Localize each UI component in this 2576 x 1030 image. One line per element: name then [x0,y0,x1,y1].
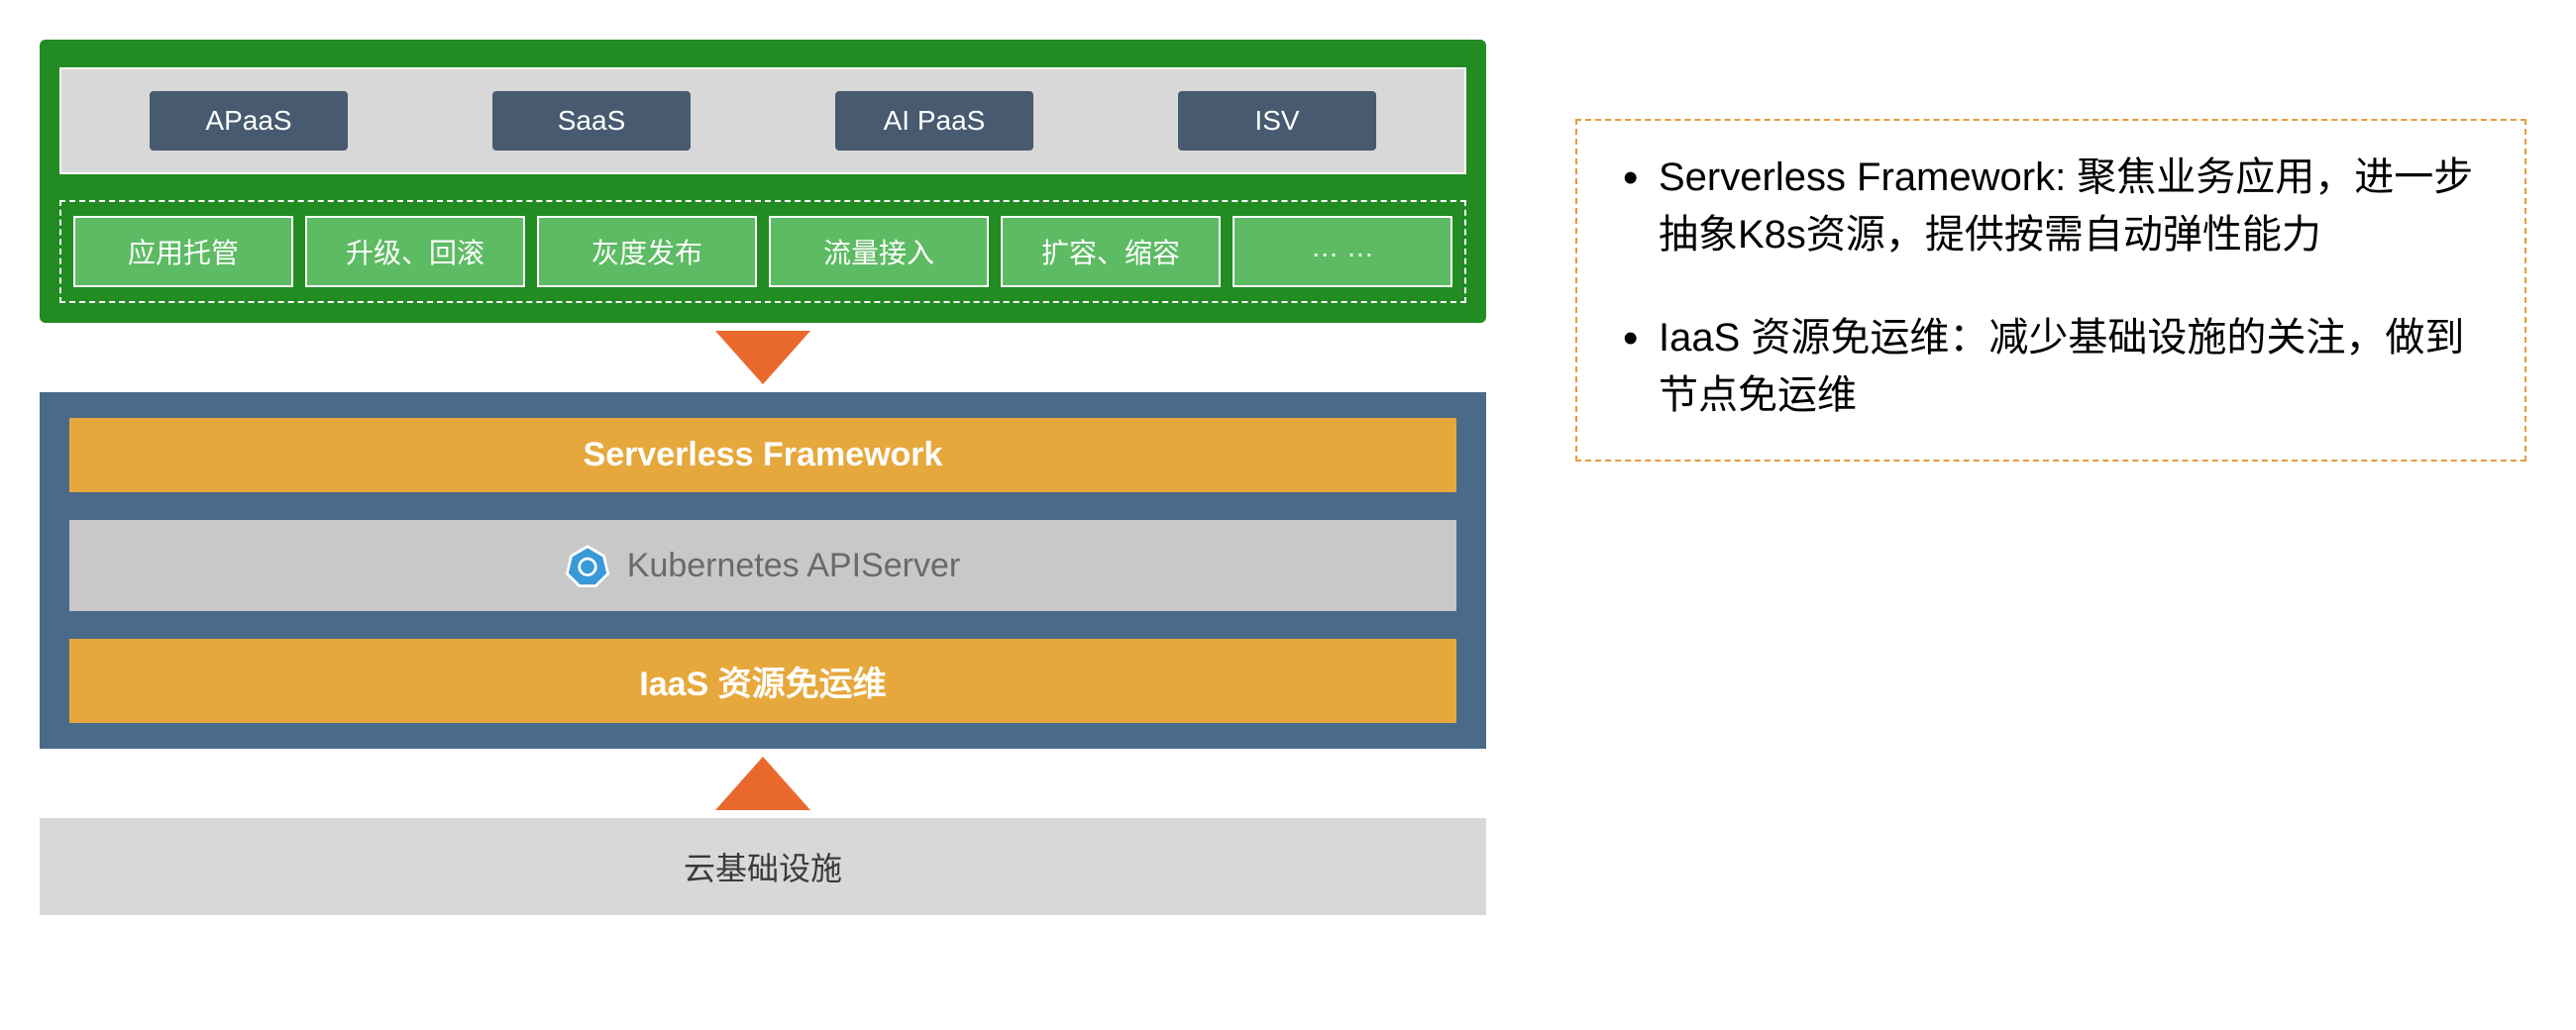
arrow-up-icon [715,757,810,810]
description-panel: Serverless Framework: 聚焦业务应用，进一步抽象K8s资源，… [1575,119,2526,462]
kubernetes-icon [566,544,609,587]
cloud-infra-bar: 云基础设施 [40,818,1486,915]
k8s-label: Kubernetes APIServer [627,547,960,585]
svc-apaas: APaaS [150,91,348,151]
feat-more: … … [1233,216,1452,287]
architecture-diagram: APaaS SaaS AI PaaS ISV 应用托管 升级、回滚 灰度发布 流… [40,40,1486,915]
feat-canary: 灰度发布 [537,216,757,287]
k8s-apiserver-bar: Kubernetes APIServer [69,520,1456,611]
arrow-down-icon [715,331,810,384]
serverless-framework-bar: Serverless Framework [69,418,1456,492]
feat-scale: 扩容、缩容 [1001,216,1221,287]
feature-row: 应用托管 升级、回滚 灰度发布 流量接入 扩容、缩容 … … [59,200,1466,303]
bullet-serverless: Serverless Framework: 聚焦业务应用，进一步抽象K8s资源，… [1613,149,2489,263]
application-layer: APaaS SaaS AI PaaS ISV 应用托管 升级、回滚 灰度发布 流… [40,40,1486,323]
iaas-bar: IaaS 资源免运维 [69,639,1456,723]
feat-traffic: 流量接入 [769,216,989,287]
svc-isv: ISV [1178,91,1376,151]
svc-saas: SaaS [492,91,691,151]
platform-layer: Serverless Framework Kubernetes APIServe… [40,392,1486,749]
feat-rollback: 升级、回滚 [305,216,525,287]
service-row: APaaS SaaS AI PaaS ISV [59,67,1466,174]
svc-aipaas: AI PaaS [835,91,1033,151]
bullet-iaas: IaaS 资源免运维：减少基础设施的关注，做到节点免运维 [1613,309,2489,424]
feat-hosting: 应用托管 [73,216,293,287]
